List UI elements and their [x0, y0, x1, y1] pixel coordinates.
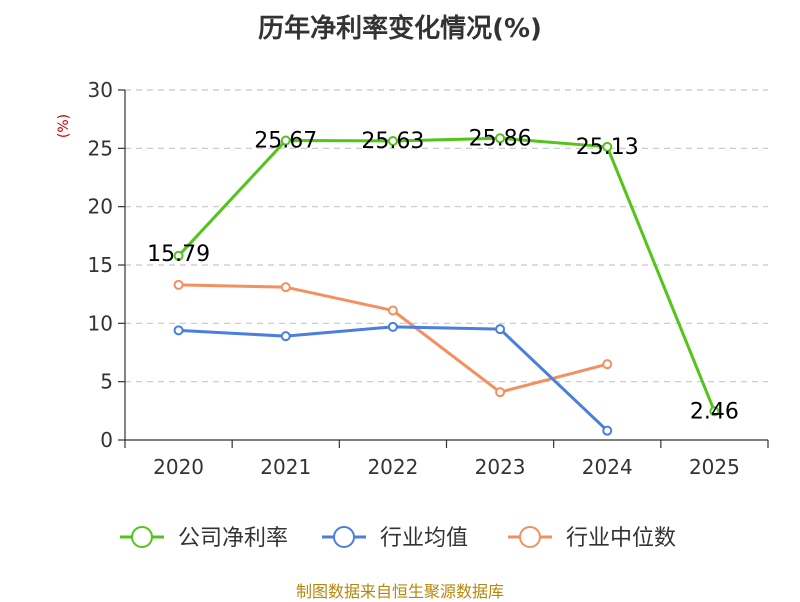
x-tick-label: 2020: [153, 455, 204, 479]
data-point: [387, 135, 398, 146]
series-line: [178, 283, 608, 394]
legend-label: 公司净利率: [178, 526, 288, 551]
data-point: [387, 321, 398, 332]
data-point: [280, 331, 291, 342]
legend-label: 行业均值: [380, 526, 468, 551]
data-point: [495, 133, 506, 144]
y-tick-label: 30: [88, 78, 113, 102]
data-point: [173, 279, 184, 290]
x-tick-label: 2023: [475, 455, 526, 479]
data-label: 25.67: [254, 129, 317, 154]
y-tick-label: 0: [100, 428, 113, 452]
data-label: 25.63: [361, 129, 424, 154]
data-point: [709, 406, 720, 417]
data-label: 15.79: [147, 242, 210, 267]
data-label: 25.86: [469, 126, 532, 151]
legend-marker: [131, 526, 153, 548]
data-point: [280, 282, 291, 293]
data-label: 25.13: [576, 135, 639, 160]
data-point: [602, 359, 613, 370]
x-tick-label: 2024: [582, 455, 633, 479]
x-tick-label: 2021: [260, 455, 311, 479]
series-line: [178, 325, 609, 432]
y-unit-label: (%): [56, 114, 72, 138]
data-point: [173, 325, 184, 336]
x-tick-label: 2025: [689, 455, 740, 479]
y-tick-label: 10: [88, 311, 113, 335]
data-point: [173, 250, 184, 261]
series-line: [177, 136, 716, 412]
data-point: [280, 135, 291, 146]
source-note: 制图数据来自恒生聚源数据库: [295, 582, 504, 601]
legend-marker: [519, 526, 541, 548]
data-point: [495, 324, 506, 335]
data-point: [387, 305, 398, 316]
data-label: 2.46: [690, 399, 739, 424]
y-tick-label: 15: [88, 253, 113, 277]
data-point: [602, 141, 613, 152]
y-tick-label: 20: [88, 195, 113, 219]
x-tick-label: 2022: [367, 455, 418, 479]
data-point: [495, 387, 506, 398]
y-tick-label: 25: [88, 136, 113, 160]
chart-title: 历年净利率变化情况(%): [258, 14, 542, 44]
legend-label: 行业中位数: [566, 526, 676, 551]
legend-marker: [333, 526, 355, 548]
y-tick-label: 5: [100, 370, 113, 394]
data-point: [602, 425, 613, 436]
